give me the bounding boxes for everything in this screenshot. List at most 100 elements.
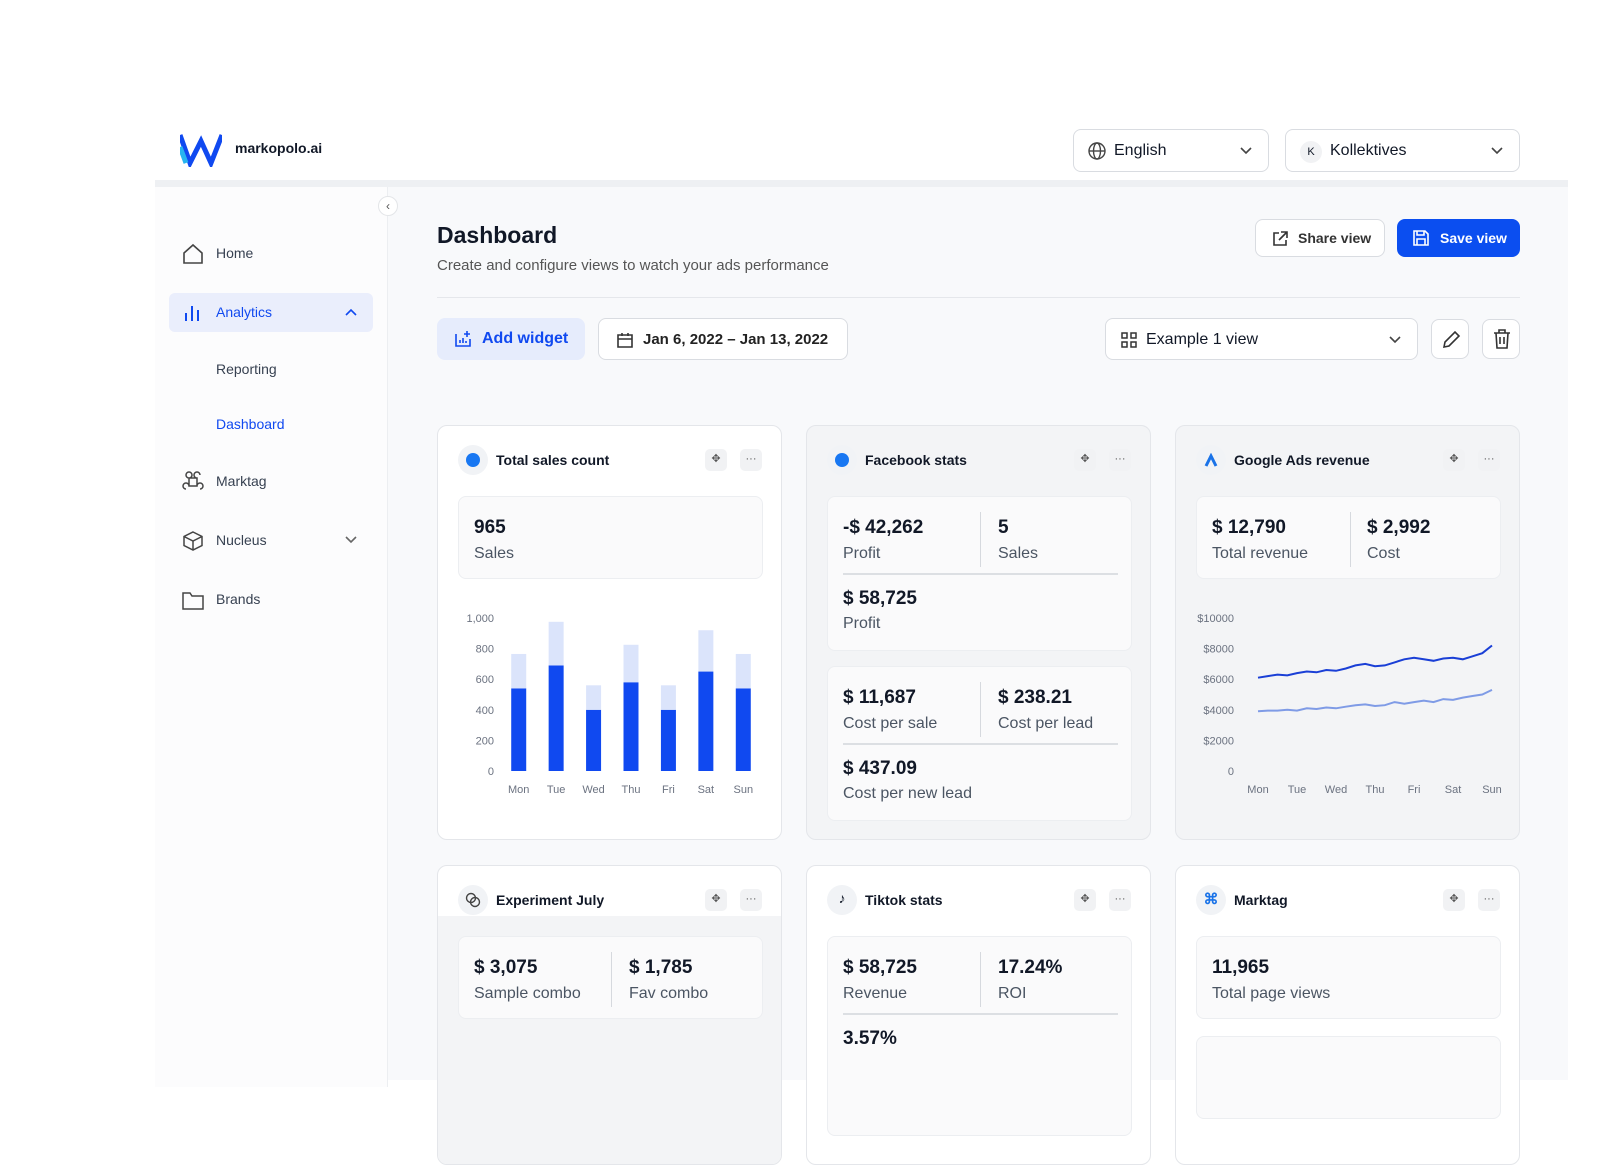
share-button[interactable]: Share view (1255, 219, 1385, 257)
y-tick-label: 200 (476, 735, 494, 747)
more-button[interactable]: ··· (1478, 449, 1500, 471)
bar (735, 688, 751, 771)
y-tick-label: 800 (476, 644, 494, 656)
calendar-icon (617, 333, 633, 348)
date-range-picker[interactable]: Jan 6, 2022 – Jan 13, 2022 (598, 318, 848, 360)
language-select[interactable]: English (1073, 129, 1269, 172)
stat-label: Sales (998, 545, 1039, 562)
stat-value: $ 58,725 (843, 588, 917, 609)
move-button[interactable]: ✥ (1074, 889, 1096, 911)
bar (548, 665, 564, 771)
add-widget-button[interactable]: Add widget (437, 318, 585, 360)
bar (660, 709, 676, 771)
stat-label: ROI (998, 985, 1027, 1002)
stat-box: -$ 42,262 Profit 5 Sales $ 58,725 Profit (827, 496, 1132, 651)
y-tick-label: $2000 (1203, 735, 1234, 747)
language: English (1114, 142, 1167, 159)
widget-title: Experiment July (496, 892, 605, 908)
y-tick-label: $10000 (1197, 613, 1234, 625)
x-tick-label: Mon (1247, 784, 1268, 796)
home-icon (183, 243, 203, 264)
nucleus-icon (183, 531, 203, 551)
widget-title: Tiktok stats (865, 892, 943, 908)
move-button[interactable]: ✥ (1074, 449, 1096, 471)
bar-chart: 0 200 400 600 800 1,000 Mon Tue Wed Thu Fri Sat Sun (466, 613, 753, 796)
widget: Facebook stats ✥ ··· -$ 42,262 Profit 5 S… (806, 425, 1151, 840)
move-button[interactable]: ✥ (705, 889, 727, 911)
more-button[interactable]: ··· (740, 449, 762, 471)
widget: Google Ads revenue ✥ ··· $ 12,790 Total r… (1175, 425, 1520, 840)
delete-button[interactable] (1482, 319, 1520, 359)
y-tick-label: $6000 (1203, 674, 1234, 686)
widget-title: Marktag (1234, 892, 1288, 908)
nav-brands[interactable]: Brands (216, 591, 261, 607)
divider (843, 573, 1118, 575)
nav-home[interactable]: Home (216, 245, 254, 261)
stat-box: $ 12,790 Total revenue $ 2,992 Cost (1196, 496, 1501, 579)
stat-label: Cost (1367, 545, 1400, 562)
date-range: Jan 6, 2022 – Jan 13, 2022 (643, 331, 829, 348)
widget: Experiment July ✥ ··· $ 3,075 Sample comb… (437, 865, 782, 1165)
add-widget-label: Add widget (482, 330, 569, 347)
move-button[interactable]: ✥ (1443, 449, 1465, 471)
move-button[interactable]: ✥ (705, 449, 727, 471)
line (1257, 688, 1493, 713)
view-select[interactable]: Example 1 view (1105, 318, 1418, 360)
nav-active-bg (169, 293, 373, 332)
stat-label: Sales (474, 545, 515, 562)
save-label: Save view (1440, 230, 1507, 246)
widget: ⌘ Marktag ✥ ··· 11,965 Total page views (1175, 865, 1520, 1165)
nav-analytics[interactable]: Analytics (216, 304, 273, 320)
add-widget-icon (455, 331, 471, 347)
stat-value: $ 3,075 (474, 957, 538, 978)
stat-value: $ 12,790 (1212, 517, 1286, 538)
more-button[interactable]: ··· (1109, 449, 1131, 471)
facebook-icon (827, 445, 857, 475)
more-button[interactable]: ··· (1478, 889, 1500, 911)
bar (511, 653, 527, 689)
widget-title: Facebook stats (865, 452, 967, 468)
stat-value: $ 238.21 (998, 687, 1072, 708)
more-button[interactable]: ··· (740, 889, 762, 911)
account-select[interactable]: K Kollektives (1285, 129, 1520, 172)
analytics-icon (185, 306, 199, 321)
x-tick-label: Wed (1325, 784, 1347, 796)
nav-dashboard[interactable]: Dashboard (216, 416, 285, 432)
logo (180, 134, 222, 167)
stat-label: Cost per lead (998, 715, 1094, 732)
y-tick-label: $8000 (1203, 644, 1234, 656)
account: Kollektives (1330, 142, 1407, 159)
account-initial: K (1300, 141, 1322, 163)
divider (980, 512, 981, 567)
stat-value: $ 11,687 (843, 687, 916, 708)
stat-label: Cost per new lead (843, 785, 972, 802)
collapse-button[interactable]: ‹ (378, 196, 398, 216)
more-button[interactable]: ··· (1109, 889, 1131, 911)
marktag-icon: ⌘ (1196, 885, 1226, 915)
nav-reporting[interactable]: Reporting (216, 361, 277, 377)
x-tick-label: Sat (698, 784, 715, 796)
widget-title: Google Ads revenue (1234, 452, 1370, 468)
x-tick-label: Thu (622, 784, 641, 796)
google-ads-icon (1196, 445, 1226, 475)
save-button[interactable]: Save view (1397, 219, 1520, 257)
x-tick-label: Fri (662, 784, 675, 796)
y-tick-label: 600 (476, 674, 494, 686)
stat-label: Profit (843, 615, 881, 632)
stat-value: 5 (998, 517, 1009, 538)
stat-value: $ 1,785 (629, 957, 693, 978)
page-subtitle: Create and configure views to watch your… (437, 257, 829, 274)
bar (735, 653, 751, 689)
move-button[interactable]: ✥ (1443, 889, 1465, 911)
stat-value: $ 437.09 (843, 758, 917, 779)
nav-nucleus[interactable]: Nucleus (216, 532, 267, 548)
x-tick-label: Sun (733, 784, 753, 796)
nav-marktag[interactable]: Marktag (216, 473, 267, 489)
stat-box (1196, 1036, 1501, 1119)
edit-button[interactable] (1431, 319, 1469, 359)
view-name: Example 1 view (1146, 331, 1259, 348)
stat-value: 3.57% (843, 1028, 897, 1049)
page: markopolo.ai English K Kollektives ‹ Hom… (169, 129, 1520, 1165)
sidebar (155, 187, 388, 1087)
stat-label: Profit (843, 545, 881, 562)
